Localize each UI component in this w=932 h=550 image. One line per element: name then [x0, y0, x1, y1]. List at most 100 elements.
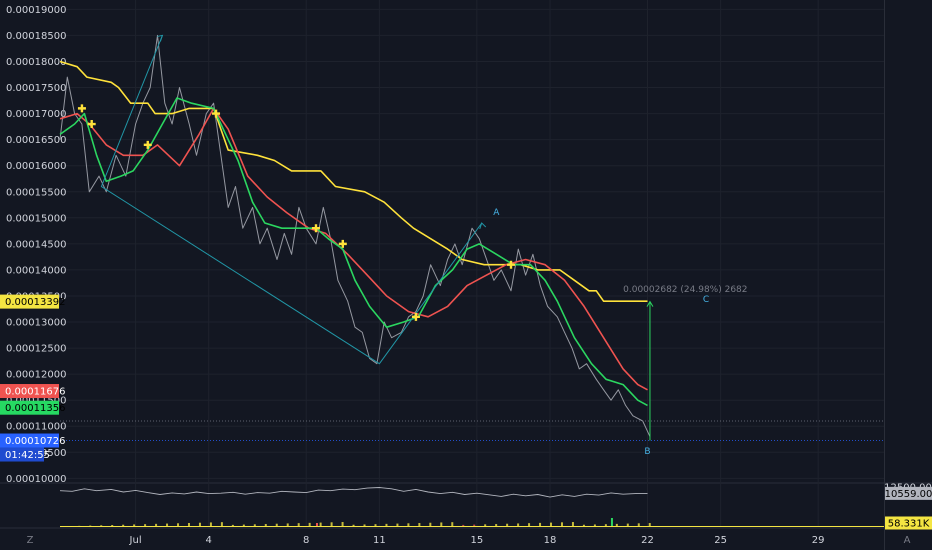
volume-bar: [550, 522, 553, 527]
price-tick-label: 0.00013000: [6, 318, 66, 329]
price-tick-label: 0.00016500: [6, 135, 66, 146]
volume-bar: [610, 518, 613, 527]
volume-bar: [209, 522, 212, 527]
volume-bar: [220, 522, 223, 527]
indicator-tag-bg: [885, 486, 932, 500]
volume-bar: [363, 524, 366, 527]
indicator-tag-label: 58.331K: [888, 519, 930, 530]
volume-bar: [648, 523, 651, 527]
volume-bar: [187, 523, 190, 527]
time-tick-label: 15: [471, 535, 484, 546]
price-tick-label: 0.00010000: [6, 474, 66, 485]
volume-bar: [582, 524, 585, 527]
time-tick-label: 8: [303, 535, 309, 546]
volume-bar: [155, 523, 158, 527]
price-tick-label: 0.00014500: [6, 239, 66, 250]
volume-bar: [440, 522, 443, 527]
volume-bar: [560, 522, 563, 527]
volume-bar: [407, 523, 410, 527]
price-tick-label: 0.00012000: [6, 370, 66, 381]
time-tick-label: 4: [206, 535, 212, 546]
series-line-3: [59, 107, 648, 391]
countdown-bg: [0, 447, 44, 462]
volume-bar: [308, 522, 311, 527]
volume-bar: [429, 522, 432, 527]
volume-bar: [286, 523, 289, 527]
price-tick-label: 0.00016000: [6, 161, 66, 172]
time-tick-label: Jul: [129, 535, 142, 546]
z-label[interactable]: Z: [27, 535, 34, 546]
measure-arrow: [646, 300, 654, 307]
volume-bar: [144, 524, 147, 527]
volume-bar: [341, 522, 344, 527]
a-label[interactable]: A: [904, 535, 911, 546]
volume-bar: [506, 523, 509, 527]
volume-bar: [604, 524, 607, 527]
price-tag-label: 0.00011356: [5, 403, 65, 414]
time-tick-label: 11: [373, 535, 386, 546]
volume-bar: [626, 523, 629, 527]
price-tick-label: 0.00012500: [6, 344, 66, 355]
volume-bar: [133, 524, 136, 527]
volume-bar: [198, 522, 201, 527]
volume-bar: [315, 523, 318, 527]
volume-bar: [319, 522, 322, 527]
indicator-tag-label: 10559.00: [885, 489, 932, 500]
volume-bar: [615, 523, 618, 527]
wave-label-b: B: [644, 447, 650, 457]
volume-bar: [177, 523, 180, 527]
time-axis: Jul 4 8 11 15 18 22 25 29: [129, 535, 825, 546]
volume-bar: [396, 523, 399, 527]
volume-bar: [418, 523, 421, 527]
volume-bar: [374, 524, 377, 527]
volume-bar: [539, 522, 542, 527]
volume-bar: [593, 524, 596, 527]
price-tags: 0.00013392 0.00011676 0.00011356 0.00010726…: [0, 294, 65, 462]
time-tick-label: 29: [812, 535, 825, 546]
volume-bar: [517, 523, 520, 527]
wave-label-a: A: [493, 208, 500, 218]
series-layer: [59, 34, 651, 437]
volume-bar: [242, 524, 245, 527]
volume-bar: [473, 524, 476, 527]
volume-bar: [122, 524, 125, 527]
volume-bar: [571, 522, 574, 527]
zigzag-arrow: [157, 34, 164, 42]
indicator-line: [59, 487, 648, 498]
volume-bar: [297, 523, 300, 527]
price-tick-label: 0.00015000: [6, 213, 66, 224]
price-tick-label: 0.00015500: [6, 187, 66, 198]
price-tick-label: 0.00011000: [6, 422, 66, 433]
price-tag-label: 0.00011676: [5, 387, 65, 398]
volume-bar: [385, 523, 388, 527]
indicator-tag-bg: [885, 516, 932, 530]
price-tag-bg: [0, 294, 59, 309]
price-tag-bg: [0, 433, 59, 448]
cross-marker: [143, 140, 152, 149]
series-line-4: [59, 97, 648, 407]
time-tick-label: 25: [714, 535, 727, 546]
cross-marker: [411, 312, 420, 321]
measure-label: 0.00002682 (24.98%) 2682: [623, 285, 747, 295]
volume-bar: [253, 524, 256, 527]
volume-bar: [462, 524, 465, 527]
wave-label-c: C: [703, 295, 709, 305]
volume-bar: [231, 524, 234, 527]
zigzag-arrow: [479, 222, 487, 230]
price-tag-label: 0.00013392: [5, 297, 65, 308]
price-tag-bg: [0, 384, 59, 399]
volume-bar: [637, 523, 640, 527]
volume-bar: [484, 524, 487, 527]
series-line-1: [59, 34, 651, 437]
cross-marker: [87, 120, 96, 129]
volume-bar: [352, 524, 355, 527]
price-tick-label: 0.00014000: [6, 265, 66, 276]
price-tick-label: 0.00017000: [6, 109, 66, 120]
time-tick-label: 18: [544, 535, 557, 546]
series-line-2: [59, 60, 648, 303]
volume-bar: [166, 523, 169, 527]
volume-bar: [451, 522, 454, 527]
